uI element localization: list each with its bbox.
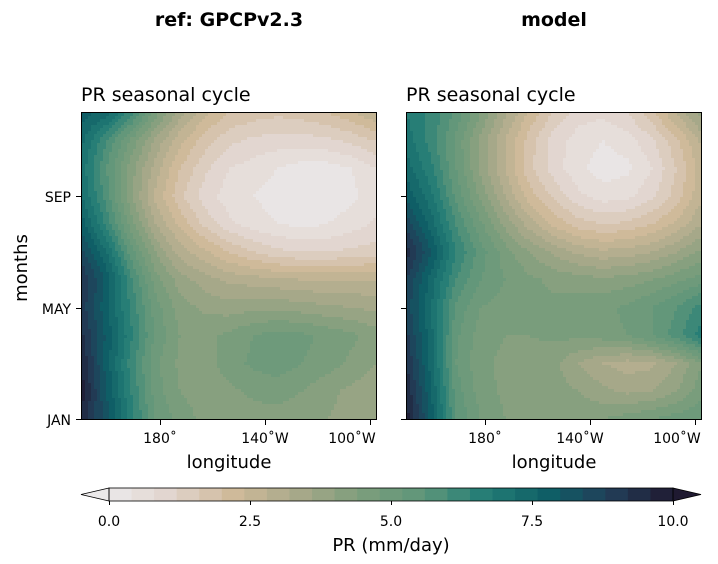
panel-title-ref: PR seasonal cycle [81,84,251,106]
panel-title-model: PR seasonal cycle [406,84,576,106]
column-title-ref: ref: GPCPv2.3 [155,9,303,31]
column-title-model: model [521,9,587,31]
heatmap-ref [82,113,377,420]
